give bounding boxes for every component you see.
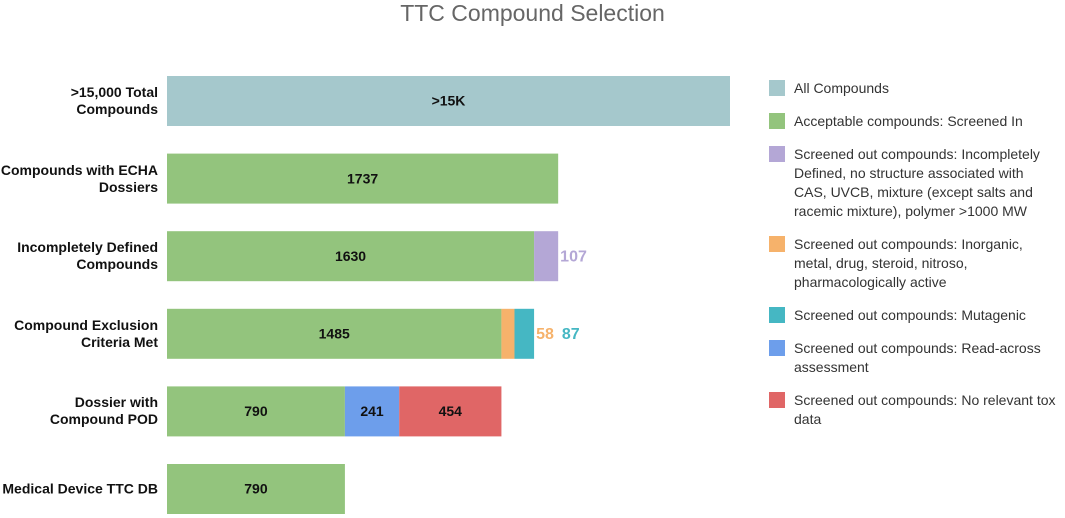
y-tick-label: Incompletely Defined Compounds [17,239,158,273]
data-label: 1737 [347,170,378,186]
legend-label: Screened out compounds: Mutagenic [794,307,1026,323]
bar-segment [167,231,535,282]
legend-label: Screened out compounds: Read-across asse… [794,340,1041,375]
legend-swatch [769,146,785,162]
bar-segment [167,76,730,126]
data-label: 58 [536,326,554,343]
legend-item: Screened out compounds: Incompletely Def… [769,145,1059,221]
bar-segment [534,231,559,282]
bar-segment [167,153,559,204]
data-label: >15K [432,93,466,109]
legend-label: Screened out compounds: Inorganic, metal… [794,236,1023,290]
legend-label: All Compounds [794,80,889,96]
legend-item: Acceptable compounds: Screened In [769,112,1059,131]
data-label: 1485 [319,326,350,342]
data-label: 790 [244,403,268,419]
y-tick-label: Compounds with ECHA Dossiers [0,161,158,195]
y-tick-label: Dossier with Compound POD [49,394,158,428]
data-label: 107 [560,248,587,265]
legend-swatch [769,307,785,323]
bar-segment [514,308,535,359]
data-label: 1630 [335,248,366,264]
bar-segment [399,386,502,437]
data-label: 790 [244,481,268,497]
data-label: 454 [439,403,463,419]
y-tick-label: >15,000 Total Compounds [70,84,158,117]
data-label: 87 [562,326,580,343]
y-tick-label: Medical Device TTC DB [2,480,158,497]
legend-swatch [769,113,785,129]
bar-segment [167,308,502,359]
bar-segment [167,464,345,514]
chart-title: TTC Compound Selection [400,0,665,26]
legend-item: Screened out compounds: Read-across asse… [769,339,1059,377]
legend-swatch [769,340,785,356]
legend-label: Screened out compounds: Incompletely Def… [794,146,1040,219]
legend-swatch [769,392,785,408]
y-tick-label: Compound Exclusion Criteria Met [14,316,158,350]
legend-swatch [769,236,785,252]
bar-segment [167,386,345,437]
bar-segment [501,308,515,359]
bars [167,76,730,514]
legend: All Compounds Acceptable compounds: Scree… [769,79,1059,429]
legend-label: Screened out compounds: No relevant tox … [794,392,1056,427]
legend-item: Screened out compounds: Inorganic, metal… [769,235,1059,292]
legend-item: Screened out compounds: Mutagenic [769,306,1059,325]
legend-item: Screened out compounds: No relevant tox … [769,391,1059,429]
data-label: 241 [360,403,384,419]
legend-label: Acceptable compounds: Screened In [794,113,1023,129]
legend-swatch [769,80,785,96]
legend-item: All Compounds [769,79,1059,98]
bar-segment [344,386,400,437]
